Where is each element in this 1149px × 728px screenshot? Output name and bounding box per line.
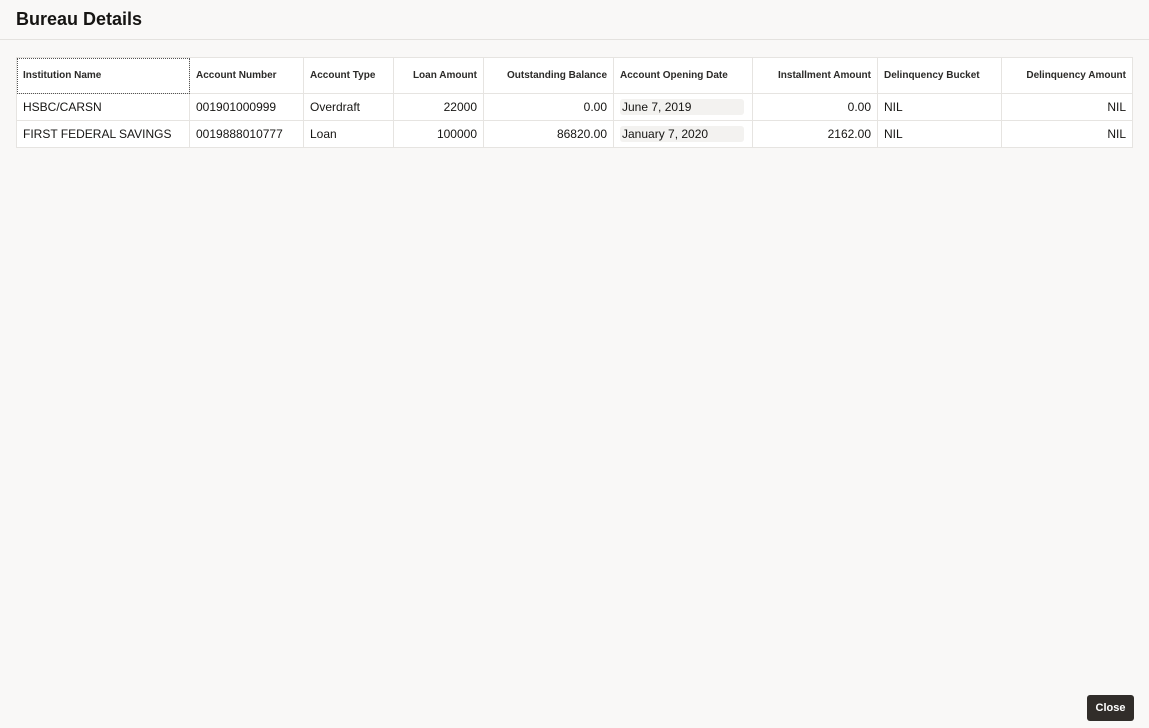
cell-installment-amount: 0.00 bbox=[752, 93, 878, 121]
bureau-details-table: Institution Name Account Number Account … bbox=[16, 57, 1133, 148]
cell-loan-amount: 100000 bbox=[393, 120, 484, 148]
table-row[interactable]: HSBC/CARSN 001901000999 Overdraft 22000 … bbox=[16, 93, 1133, 121]
column-header-account-opening-date[interactable]: Account Opening Date bbox=[613, 57, 753, 94]
cell-account-number: 0019888010777 bbox=[189, 120, 304, 148]
cell-account-type: Overdraft bbox=[303, 93, 394, 121]
column-header-account-type[interactable]: Account Type bbox=[303, 57, 394, 94]
column-header-outstanding-balance[interactable]: Outstanding Balance bbox=[483, 57, 614, 94]
cell-account-number: 001901000999 bbox=[189, 93, 304, 121]
dialog-title: Bureau Details bbox=[16, 9, 143, 29]
close-button[interactable]: Close bbox=[1087, 695, 1134, 721]
cell-delinquency-amount: NIL bbox=[1001, 93, 1133, 121]
date-field: June 7, 2019 bbox=[620, 99, 744, 115]
cell-delinquency-bucket: NIL bbox=[877, 93, 1002, 121]
cell-account-opening-date: June 7, 2019 bbox=[613, 93, 753, 121]
column-header-account-number[interactable]: Account Number bbox=[189, 57, 304, 94]
header-row: Institution Name Account Number Account … bbox=[16, 57, 1133, 94]
cell-installment-amount: 2162.00 bbox=[752, 120, 878, 148]
column-header-delinquency-bucket[interactable]: Delinquency Bucket bbox=[877, 57, 1002, 94]
date-field: January 7, 2020 bbox=[620, 126, 744, 142]
cell-account-type: Loan bbox=[303, 120, 394, 148]
cell-institution-name: FIRST FEDERAL SAVINGS bbox=[16, 120, 190, 148]
cell-account-opening-date: January 7, 2020 bbox=[613, 120, 753, 148]
column-header-loan-amount[interactable]: Loan Amount bbox=[393, 57, 484, 94]
dialog-header: Bureau Details bbox=[0, 0, 1149, 40]
cell-loan-amount: 22000 bbox=[393, 93, 484, 121]
cell-institution-name: HSBC/CARSN bbox=[16, 93, 190, 121]
column-header-delinquency-amount[interactable]: Delinquency Amount bbox=[1001, 57, 1133, 94]
cell-delinquency-amount: NIL bbox=[1001, 120, 1133, 148]
cell-outstanding-balance: 86820.00 bbox=[483, 120, 614, 148]
cell-outstanding-balance: 0.00 bbox=[483, 93, 614, 121]
column-header-installment-amount[interactable]: Installment Amount bbox=[752, 57, 878, 94]
table-row[interactable]: FIRST FEDERAL SAVINGS 0019888010777 Loan… bbox=[16, 120, 1133, 148]
column-header-institution-name[interactable]: Institution Name bbox=[16, 57, 190, 94]
cell-delinquency-bucket: NIL bbox=[877, 120, 1002, 148]
